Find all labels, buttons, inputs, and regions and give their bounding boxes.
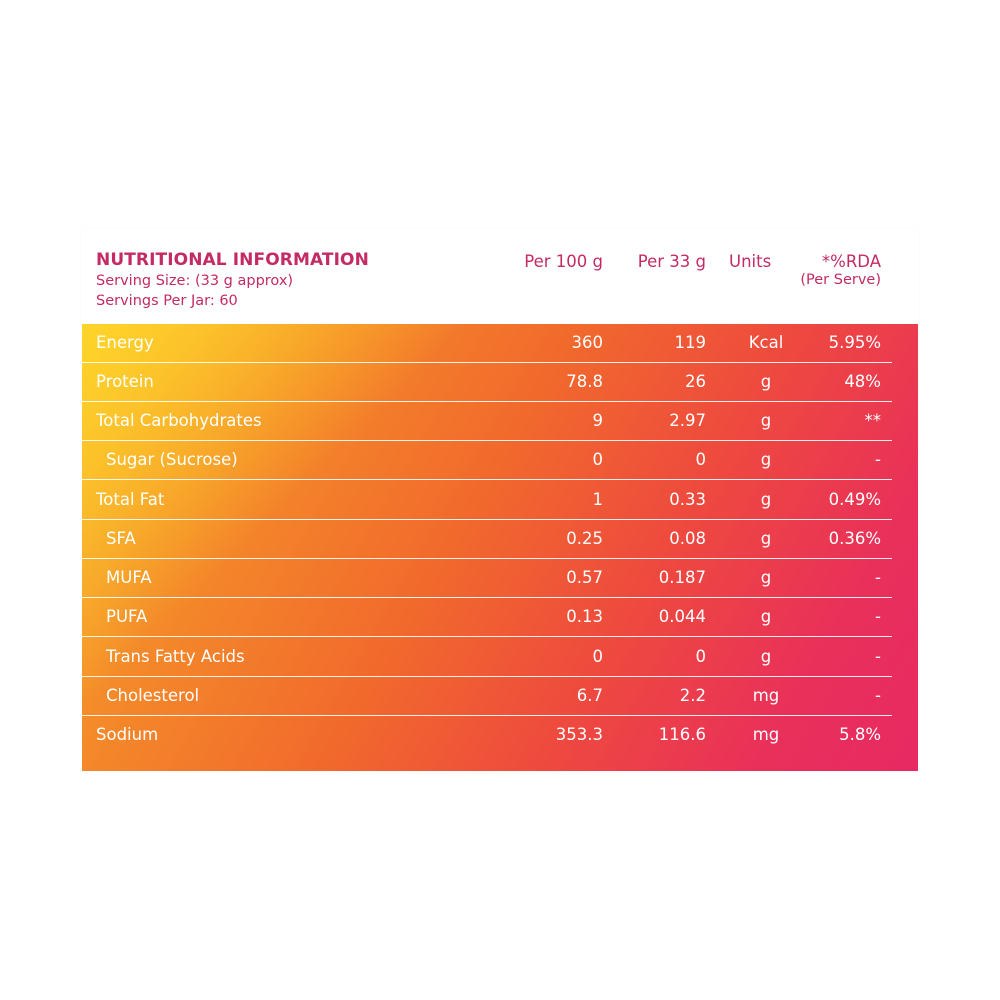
- servings-per-jar: Servings Per Jar: 60: [96, 293, 238, 309]
- value-per-33g: 116.6: [658, 725, 706, 744]
- nutrient-name: SFA: [106, 529, 136, 548]
- table-row: MUFA 0.57 0.187 g -: [82, 559, 918, 598]
- nutrient-name: Trans Fatty Acids: [106, 647, 245, 666]
- table-row: Total Carbohydrates 9 2.97 g **: [82, 402, 918, 441]
- column-header-rda: *%RDA: [821, 252, 881, 271]
- value-per-100g: 1: [592, 490, 604, 509]
- table-row: Sodium 353.3 116.6 mg 5.8%: [82, 716, 918, 755]
- value-per-33g: 2.97: [669, 411, 706, 430]
- value-per-100g: 0: [592, 647, 604, 666]
- value-per-33g: 119: [674, 333, 707, 352]
- unit: g: [760, 568, 772, 587]
- value-per-33g: 2.2: [679, 686, 706, 705]
- row-divider: [82, 676, 892, 677]
- column-header-rda-subtitle: (Per Serve): [800, 272, 881, 288]
- rda-value: -: [875, 686, 881, 705]
- unit: g: [760, 490, 772, 509]
- row-divider: [82, 479, 892, 480]
- value-per-33g: 0: [695, 450, 707, 469]
- value-per-33g: 0.044: [658, 607, 706, 626]
- unit: g: [760, 372, 772, 391]
- value-per-100g: 6.7: [576, 686, 603, 705]
- rda-value: -: [875, 607, 881, 626]
- table-header: NUTRITIONAL INFORMATION Serving Size: (3…: [82, 229, 918, 324]
- value-per-33g: 0: [695, 647, 707, 666]
- nutrient-name: Sugar (Sucrose): [106, 450, 238, 469]
- nutrient-name: PUFA: [106, 607, 148, 626]
- serving-size: Serving Size: (33 g approx): [96, 273, 294, 289]
- row-divider: [82, 636, 892, 637]
- nutrient-name: Total Fat: [96, 490, 165, 509]
- value-per-33g: 0.08: [669, 529, 706, 548]
- nutrient-name: Cholesterol: [106, 686, 200, 705]
- rda-value: 0.36%: [828, 529, 881, 548]
- rda-value: 5.95%: [828, 333, 881, 352]
- row-divider: [82, 362, 892, 363]
- nutrient-name: Sodium: [96, 725, 159, 744]
- rda-value: 0.49%: [828, 490, 881, 509]
- nutrient-name: Energy: [96, 333, 154, 352]
- table-row: PUFA 0.13 0.044 g -: [82, 598, 918, 637]
- unit: Kcal: [748, 333, 784, 352]
- nutrient-name: MUFA: [106, 568, 152, 587]
- rda-value: **: [864, 411, 882, 430]
- unit: mg: [752, 686, 780, 705]
- value-per-100g: 78.8: [566, 372, 603, 391]
- row-divider: [82, 597, 892, 598]
- table-row: Trans Fatty Acids 0 0 g -: [82, 638, 918, 677]
- row-divider: [82, 715, 892, 716]
- rda-value: -: [875, 647, 881, 666]
- unit: g: [760, 647, 772, 666]
- value-per-100g: 0.57: [566, 568, 603, 587]
- rda-value: 48%: [844, 372, 881, 391]
- rda-value: -: [875, 568, 881, 587]
- table-row: SFA 0.25 0.08 g 0.36%: [82, 520, 918, 559]
- unit: g: [760, 411, 772, 430]
- table-row: Protein 78.8 26 g 48%: [82, 363, 918, 402]
- row-divider: [82, 440, 892, 441]
- nutrient-name: Total Carbohydrates: [96, 411, 262, 430]
- table-row: Sugar (Sucrose) 0 0 g -: [82, 441, 918, 480]
- value-per-100g: 0.13: [566, 607, 603, 626]
- column-header-units: Units: [729, 252, 772, 271]
- value-per-33g: 0.33: [669, 490, 706, 509]
- value-per-100g: 0.25: [566, 529, 603, 548]
- unit: g: [760, 529, 772, 548]
- value-per-100g: 360: [571, 333, 604, 352]
- value-per-33g: 0.187: [658, 568, 706, 587]
- nutrition-table: NUTRITIONAL INFORMATION Serving Size: (3…: [82, 229, 918, 771]
- column-header-per-33g: Per 33 g: [637, 252, 706, 271]
- value-per-100g: 0: [592, 450, 604, 469]
- row-divider: [82, 558, 892, 559]
- unit: mg: [752, 725, 780, 744]
- value-per-100g: 353.3: [555, 725, 603, 744]
- unit: g: [760, 607, 772, 626]
- rda-value: 5.8%: [839, 725, 881, 744]
- table-body: Energy 360 119 Kcal 5.95% Protein 78.8 26 g 48% To…: [82, 324, 918, 771]
- value-per-100g: 9: [592, 411, 604, 430]
- table-row: Total Fat 1 0.33 g 0.49%: [82, 481, 918, 520]
- table-row: Cholesterol 6.7 2.2 mg -: [82, 677, 918, 716]
- rda-value: -: [875, 450, 881, 469]
- table-title: NUTRITIONAL INFORMATION: [96, 250, 369, 270]
- value-per-33g: 26: [685, 372, 706, 391]
- unit: g: [760, 450, 772, 469]
- nutrient-name: Protein: [96, 372, 154, 391]
- row-divider: [82, 401, 892, 402]
- row-divider: [82, 519, 892, 520]
- column-header-per-100g: Per 100 g: [524, 252, 603, 271]
- table-row: Energy 360 119 Kcal 5.95%: [82, 324, 918, 363]
